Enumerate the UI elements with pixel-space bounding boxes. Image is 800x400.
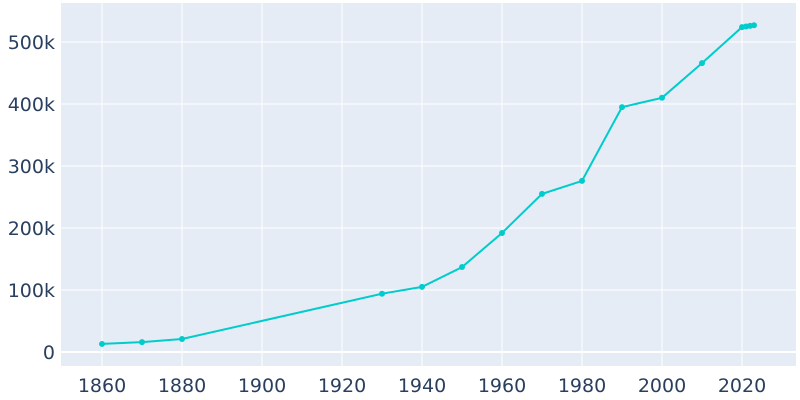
data-point-marker[interactable]: 1930: 94000 (379, 290, 385, 297)
x-tick-label: 1980 (558, 375, 606, 397)
data-point-marker[interactable]: 1870: 16000 (139, 339, 145, 346)
data-point-marker[interactable]: 1970: 255000 (539, 190, 545, 197)
y-gridlines (61, 41, 796, 353)
x-tick-label: 1880 (158, 375, 206, 397)
x-axis-tick-labels: 1860 1880 1900 1920 1940 1960 1980 2000 2020 (78, 375, 766, 397)
data-point-marker[interactable]: 1990: 395000 (619, 104, 625, 111)
x-tick-label: 1900 (238, 375, 286, 397)
x-gridlines (101, 3, 743, 366)
y-tick-label: 0 (43, 342, 55, 364)
x-tick-label: 2000 (638, 375, 686, 397)
data-point-marker[interactable]: 2010: 466000 (699, 60, 705, 67)
data-point-marker[interactable]: 1940: 105000 (419, 283, 425, 290)
x-tick-label: 1860 (78, 375, 126, 397)
x-tick-label: 1920 (318, 375, 366, 397)
population-series-markers[interactable]: 1860: 13000 1870: 16000 1880: 21000 1930: 9… (99, 22, 757, 347)
data-point-marker[interactable]: 1860: 13000 (99, 340, 105, 347)
y-tick-label: 300k (8, 156, 55, 178)
y-tick-label: 500k (8, 32, 55, 54)
data-point-marker[interactable]: 1880: 21000 (179, 335, 185, 342)
y-axis-tick-labels: 0 100k 200k 300k 400k 500k (8, 32, 55, 364)
data-point-marker[interactable]: 1960: 192000 (499, 229, 505, 236)
data-point-marker[interactable]: 1950: 137000 (459, 264, 465, 271)
x-tick-label: 1960 (478, 375, 526, 397)
y-tick-label: 100k (8, 280, 55, 302)
data-point-marker[interactable]: 2000: 410000 (659, 94, 665, 101)
x-tick-label: 1940 (398, 375, 446, 397)
plot-background (61, 3, 796, 366)
data-point-marker[interactable]: 2023: 527000 (751, 22, 757, 29)
data-point-marker[interactable]: 1980: 276000 (579, 177, 585, 184)
y-tick-label: 200k (8, 218, 55, 240)
y-tick-label: 400k (8, 94, 55, 116)
x-tick-label: 2020 (718, 375, 766, 397)
